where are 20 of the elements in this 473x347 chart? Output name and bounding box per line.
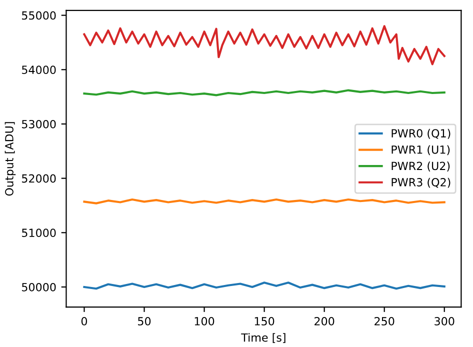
y-tick-label: 51000: [22, 228, 56, 238]
x-tick-label: 150: [254, 317, 274, 326]
x-tick-label: 200: [314, 317, 334, 326]
y-tick-label: 55000: [22, 11, 56, 20]
legend-label: PWR0 (Q1): [392, 128, 450, 139]
x-tick-label: 50: [138, 317, 151, 326]
y-tick-label: 54000: [22, 66, 56, 74]
x-tick-label: 300: [434, 317, 454, 326]
y-axis-title: Output [ADU]: [4, 122, 16, 196]
x-axis-title: Time [s]: [241, 333, 286, 344]
y-tick-label: 52000: [22, 174, 56, 183]
y-tick-label: 50000: [22, 282, 56, 292]
legend-label: PWR1 (U1): [392, 145, 450, 156]
x-tick-label: 0: [81, 317, 88, 326]
x-tick-label: 100: [194, 317, 214, 326]
legend-label: PWR2 (U2): [392, 162, 450, 172]
legend-label: PWR3 (Q2): [392, 178, 450, 188]
line-series: [83, 25, 446, 66]
y-tick-label: 53000: [22, 120, 56, 128]
x-tick-label: 250: [374, 317, 394, 326]
